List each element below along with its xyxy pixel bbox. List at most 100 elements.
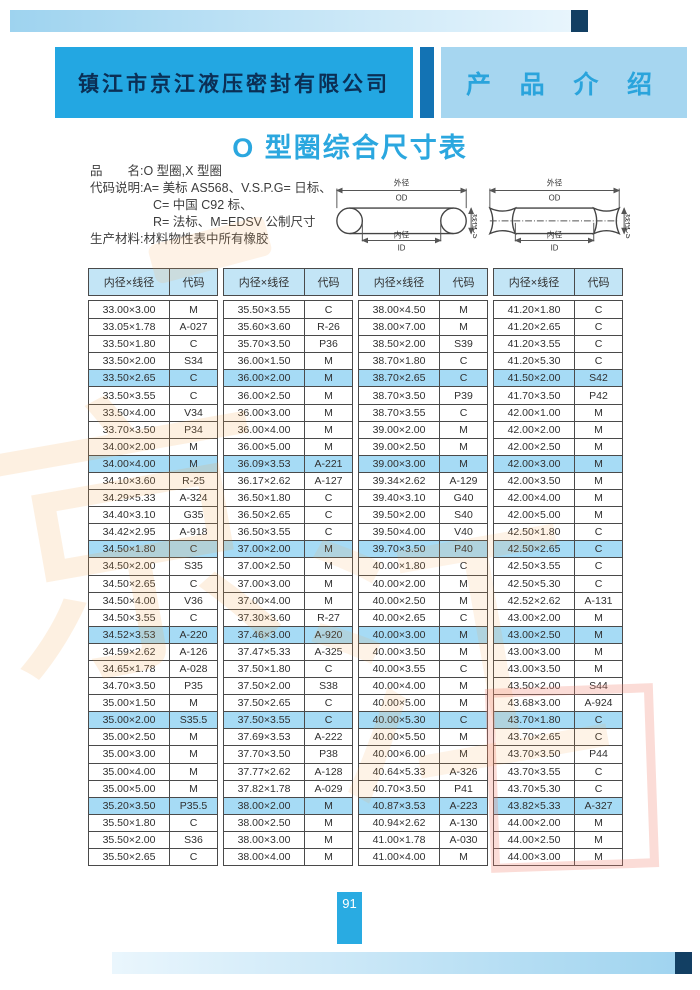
size-cell: 33.00×3.00	[89, 301, 170, 319]
table-row: 37.50×1.80 C	[224, 659, 352, 678]
table-row: 43.70×5.30 C	[494, 779, 622, 797]
size-cell: 41.20×1.80	[494, 301, 575, 319]
table-row: 35.00×5.00 M	[89, 779, 217, 797]
size-cell: 38.70×2.65	[359, 370, 440, 387]
code-cell: M	[324, 594, 333, 607]
code-cell: M	[459, 748, 468, 761]
table-row: 43.00×3.00 M	[494, 642, 622, 660]
table-row: 35.50×3.55 C	[224, 301, 352, 319]
size-cell: 42.00×2.50	[494, 438, 575, 455]
size-cell: 40.00×3.00	[359, 626, 440, 643]
size-cell: 35.50×3.55	[224, 301, 305, 319]
code-cell: S35	[184, 560, 203, 573]
product-info: 品 名:O 型圈,X 型圈 代码说明:A= 美标 AS568、V.S.P.G= …	[90, 163, 332, 248]
size-cell: 34.50×1.80	[89, 541, 170, 558]
size-cell: 33.70×3.50	[89, 421, 170, 438]
size-cell: 42.50×3.55	[494, 558, 575, 575]
size-cell: 40.00×3.50	[359, 643, 440, 660]
code-cell: C	[324, 303, 333, 316]
code-cell: M	[189, 731, 198, 744]
size-cell: 37.00×2.00	[224, 541, 305, 558]
table-row: 38.00×2.50 M	[224, 813, 352, 831]
code-cell: C	[189, 851, 198, 864]
table-row: 39.00×3.00 M	[359, 454, 487, 472]
code-cell: V40	[454, 526, 473, 539]
size-cell: 40.87×3.53	[359, 797, 440, 814]
size-cell: 37.47×5.33	[224, 643, 305, 660]
table-row: 37.46×3.00 A-920	[224, 625, 352, 643]
table-row: 43.70×2.65 C	[494, 728, 622, 746]
table-row: 39.50×2.00 S40	[359, 506, 487, 524]
size-cell: 43.70×3.50	[494, 746, 575, 763]
table-row: 36.00×2.00 M	[224, 369, 352, 387]
table-row: 42.50×5.30 C	[494, 574, 622, 592]
code-cell: M	[189, 765, 198, 778]
table-row: 43.68×3.00 A-924	[494, 694, 622, 712]
size-cell: 33.50×2.00	[89, 353, 170, 370]
size-cell: 36.00×2.50	[224, 387, 305, 404]
table-row: 34.50×2.00 S35	[89, 557, 217, 575]
table-row: 42.00×5.00 M	[494, 506, 622, 524]
code-cell: M	[459, 697, 468, 710]
size-cell: 37.00×2.50	[224, 558, 305, 575]
size-cell: 35.60×3.60	[224, 319, 305, 336]
table-row: 36.50×2.65 C	[224, 506, 352, 524]
size-cell: 36.00×2.00	[224, 370, 305, 387]
code-cell: P40	[454, 543, 473, 556]
table-row: 44.00×2.50 M	[494, 830, 622, 848]
size-cell: 43.00×2.00	[494, 609, 575, 626]
table-row: 43.70×3.55 C	[494, 762, 622, 780]
code-cell: C	[594, 543, 603, 556]
code-cell: M	[594, 851, 603, 864]
table-row: 33.70×3.50 P34	[89, 420, 217, 438]
table-row: 40.00×5.30 C	[359, 711, 487, 729]
code-cell: M	[324, 577, 333, 590]
code-cell: M	[459, 457, 468, 470]
size-cell: 34.65×1.78	[89, 660, 170, 678]
code-cell: A-326	[449, 765, 478, 778]
size-cell: 33.05×1.78	[89, 319, 170, 336]
code-cell: M	[594, 611, 603, 624]
code-cell: M	[594, 663, 603, 676]
code-cell: M	[189, 440, 198, 453]
code-cell: C	[324, 697, 333, 710]
table-row: 41.50×2.00 S42	[494, 369, 622, 387]
info-line-codes: 代码说明:A= 美标 AS568、V.S.P.G= 日标、	[90, 181, 332, 195]
table-row: 35.00×2.00 S35.5	[89, 711, 217, 729]
code-cell: P38	[319, 748, 338, 761]
table-row: 42.00×3.50 M	[494, 471, 622, 490]
size-cell: 38.00×7.00	[359, 319, 440, 336]
table-row: 37.00×2.00 M	[224, 540, 352, 558]
size-cell: 35.50×1.80	[89, 814, 170, 831]
size-cell: 43.00×3.00	[494, 643, 575, 660]
code-cell: C	[324, 526, 333, 539]
code-cell: M	[459, 303, 468, 316]
size-cell: 38.70×3.50	[359, 387, 440, 404]
bottom-decor-square	[675, 952, 692, 974]
table-row: 39.00×2.00 M	[359, 420, 487, 438]
table-row: 43.50×2.00 S44	[494, 677, 622, 695]
code-cell: C	[594, 765, 603, 778]
code-cell: A-327	[584, 799, 613, 812]
size-cell: 43.70×1.80	[494, 712, 575, 729]
table-row: 34.00×2.00 M	[89, 437, 217, 455]
table-row: 37.70×3.50 P38	[224, 745, 352, 763]
table-row: 38.00×4.50 M	[359, 301, 487, 319]
cs-label: CS	[624, 228, 630, 239]
code-cell: C	[189, 577, 198, 590]
size-cell: 33.50×4.00	[89, 404, 170, 421]
table-row: 34.00×4.00 M	[89, 454, 217, 472]
code-cell: C	[459, 372, 468, 385]
table-header: 内径×线径 代码	[88, 268, 218, 296]
code-cell: C	[594, 338, 603, 351]
page-number: 91	[337, 892, 362, 944]
size-cell: 39.00×2.00	[359, 421, 440, 438]
code-cell: G40	[453, 492, 474, 505]
size-cell: 34.50×4.00	[89, 592, 170, 609]
code-cell: C	[189, 816, 198, 829]
table-row: 35.70×3.50 P36	[224, 335, 352, 353]
id-label-cn: 内径	[394, 230, 410, 240]
size-cell: 34.50×2.65	[89, 575, 170, 592]
table-row: 34.52×3.53 A-220	[89, 625, 217, 643]
